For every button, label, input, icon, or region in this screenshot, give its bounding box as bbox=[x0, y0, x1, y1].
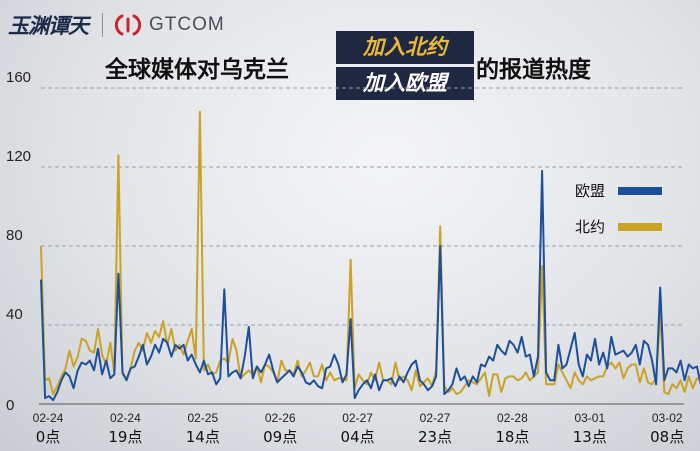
title-prefix: 全球媒体对乌克兰 bbox=[105, 57, 289, 83]
x-tick-hour-label: 09点 bbox=[263, 428, 297, 446]
y-tick-label: 80 bbox=[6, 227, 23, 244]
x-tick-hour-label: 18点 bbox=[495, 428, 529, 446]
x-tick-hour-label: 04点 bbox=[341, 428, 375, 446]
x-tick-date-label: 03-02 bbox=[652, 411, 683, 425]
legend-item-nato-label: 北约 bbox=[575, 218, 605, 236]
brand-header: 玉渊谭天 GTCOM bbox=[8, 8, 225, 42]
x-tick-date-label: 02-27 bbox=[420, 411, 451, 425]
legend-item-eu-swatch bbox=[618, 187, 662, 195]
title-option-nato: 加入北约 bbox=[336, 31, 474, 64]
x-tick-date-label: 02-28 bbox=[497, 411, 528, 425]
x-tick-date-label: 02-25 bbox=[187, 411, 218, 425]
company-name: GTCOM bbox=[149, 14, 225, 35]
x-tick-hour-label: 14点 bbox=[186, 428, 220, 446]
x-tick-hour-label: 23点 bbox=[418, 428, 452, 446]
brand-script-logo: 玉渊谭天 bbox=[8, 13, 89, 38]
brand-divider bbox=[102, 13, 103, 37]
x-tick-hour-label: 13点 bbox=[573, 428, 607, 446]
legend-item-nato-swatch bbox=[618, 223, 662, 231]
x-tick-hour-label: 19点 bbox=[108, 428, 142, 446]
series-line-eu bbox=[40, 169, 700, 402]
x-tick-date-label: 03-01 bbox=[574, 411, 605, 425]
x-tick-date-label: 02-24 bbox=[110, 411, 141, 425]
y-tick-label: 0 bbox=[6, 397, 14, 414]
y-tick-label: 120 bbox=[6, 148, 31, 165]
x-tick-hour-label: 08点 bbox=[650, 428, 684, 446]
series-line-nato bbox=[40, 110, 700, 398]
x-tick-date-label: 02-27 bbox=[342, 411, 373, 425]
x-tick-date-label: 02-26 bbox=[265, 411, 296, 425]
y-tick-label: 40 bbox=[6, 306, 23, 323]
legend-item-eu-label: 欧盟 bbox=[575, 182, 605, 200]
gtcom-logo-icon bbox=[115, 14, 141, 36]
title-suffix: 的报道热度 bbox=[476, 57, 591, 83]
x-tick-date-label: 02-24 bbox=[33, 411, 64, 425]
x-tick-hour-label: 0点 bbox=[36, 428, 61, 446]
y-tick-label: 160 bbox=[6, 69, 31, 86]
title-option-eu: 加入欧盟 bbox=[336, 67, 474, 100]
